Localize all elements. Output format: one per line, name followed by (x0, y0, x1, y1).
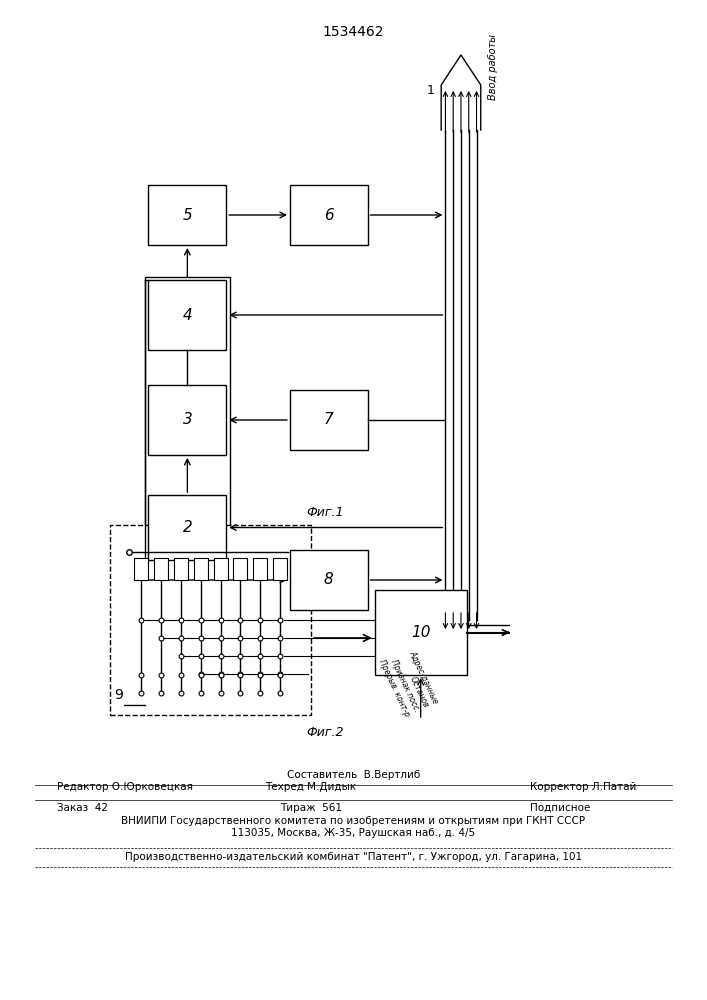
Bar (148, 185, 226, 245)
Text: 1534462: 1534462 (323, 25, 384, 39)
Bar (290, 390, 368, 450)
Text: 6: 6 (324, 208, 334, 223)
Text: Составитель  В.Вертлиб: Составитель В.Вертлиб (287, 770, 420, 780)
Bar (145, 277, 230, 563)
Text: 8: 8 (324, 572, 334, 587)
Text: 113035, Москва, Ж-35, Раушская наб., д. 4/5: 113035, Москва, Ж-35, Раушская наб., д. … (231, 828, 476, 838)
Bar (134, 558, 148, 580)
Bar (154, 558, 168, 580)
Text: 3: 3 (182, 412, 192, 427)
Text: Адрес-данные
Останов
Признак посс.
Прерыв. конт-р: Адрес-данные Останов Признак посс. Преры… (377, 645, 440, 718)
Text: ВНИИПИ Государственного комитета по изобретениям и открытиям при ГКНТ СССР: ВНИИПИ Государственного комитета по изоб… (122, 816, 585, 826)
Text: Подписное: Подписное (530, 803, 590, 813)
Text: Редактор О.Юрковецкая: Редактор О.Юрковецкая (57, 782, 192, 792)
Text: 4: 4 (182, 308, 192, 322)
Text: Тираж  561: Тираж 561 (280, 803, 342, 813)
Bar (375, 590, 467, 675)
Text: Заказ  42: Заказ 42 (57, 803, 107, 813)
Text: 2: 2 (182, 520, 192, 535)
Bar (290, 550, 368, 610)
Bar (110, 525, 311, 715)
Text: Фиг.1: Фиг.1 (306, 506, 344, 520)
Bar (273, 558, 287, 580)
Text: 1: 1 (426, 84, 435, 97)
Bar (148, 495, 226, 560)
Bar (233, 558, 247, 580)
Bar (253, 558, 267, 580)
Bar (148, 280, 226, 350)
Bar (194, 558, 208, 580)
Text: 10: 10 (411, 625, 431, 640)
Text: Техред М.Дидык: Техред М.Дидык (266, 782, 356, 792)
Bar (174, 558, 188, 580)
Text: 5: 5 (182, 208, 192, 223)
Text: Фиг.2: Фиг.2 (306, 726, 344, 738)
Text: Ввод работы: Ввод работы (488, 34, 498, 101)
Bar (290, 185, 368, 245)
Bar (148, 385, 226, 455)
Bar (214, 558, 228, 580)
Text: 7: 7 (324, 412, 334, 427)
Text: Корректор Л.Патай: Корректор Л.Патай (530, 782, 636, 792)
Text: Производственно-издательский комбинат "Патент", г. Ужгород, ул. Гагарина, 101: Производственно-издательский комбинат "П… (125, 852, 582, 862)
Text: 9: 9 (114, 688, 122, 702)
